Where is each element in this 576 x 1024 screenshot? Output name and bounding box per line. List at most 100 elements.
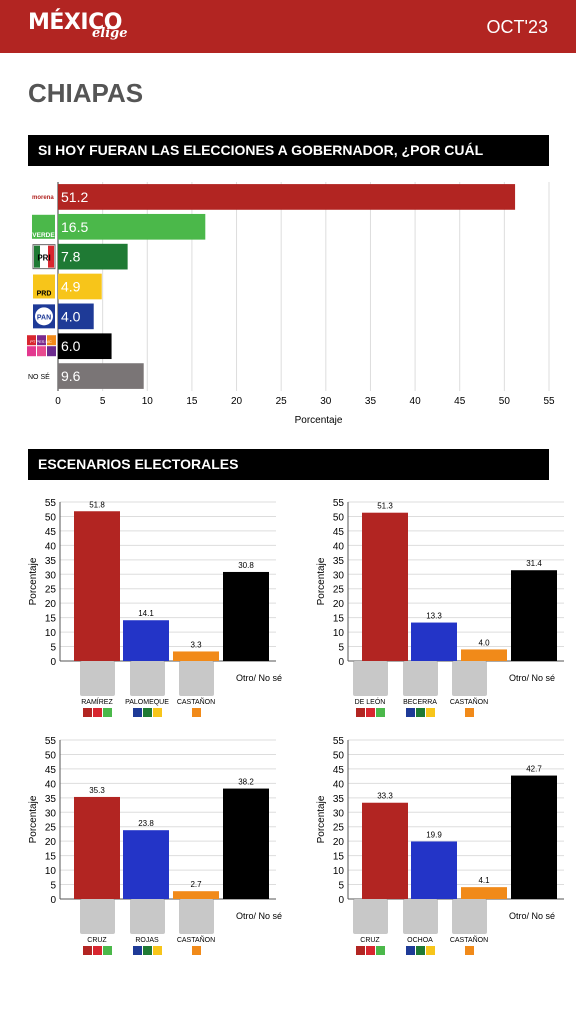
- y-tick-label: 20: [333, 599, 345, 610]
- x-tick-label: 55: [543, 396, 555, 407]
- candidate-name: CASTAÑON: [176, 937, 216, 944]
- y-tick-label: 45: [333, 527, 345, 538]
- candidate-name: PALOMEQUE: [125, 699, 169, 706]
- y-tick-label: 0: [50, 895, 56, 906]
- bar-value-label: 4.0: [61, 308, 81, 324]
- bar-value-label: 6.0: [61, 338, 81, 354]
- other-party-logo: [37, 346, 46, 357]
- bar: [223, 571, 269, 661]
- candidate-palomeque: PALOMEQUE: [124, 661, 170, 717]
- bar-value-label: 14.1: [138, 609, 154, 618]
- pri-logo-red: [48, 245, 54, 268]
- page-title: CHIAPAS: [28, 78, 144, 108]
- bar-value-label: 19.9: [426, 830, 442, 839]
- bar: [461, 887, 507, 899]
- x-tick-label: 40: [410, 396, 422, 407]
- candidate-photo: [79, 661, 115, 696]
- y-tick-label: 30: [45, 808, 57, 819]
- y-axis-label: Porcentaje: [316, 795, 327, 843]
- other-no-answer-label: Otro/ No sé: [236, 911, 283, 921]
- y-tick-label: 50: [333, 750, 345, 761]
- pri-logo-green: [34, 245, 40, 268]
- bar: [58, 333, 112, 360]
- candidate-name: ROJAS: [135, 937, 159, 944]
- candidate-cruz: CRUZ: [74, 899, 120, 955]
- y-tick-label: 35: [45, 794, 57, 805]
- y-tick-label: 10: [45, 628, 57, 639]
- y-tick-label: 20: [45, 837, 57, 848]
- candidate-photo: [451, 899, 487, 934]
- y-tick-label: 40: [45, 779, 57, 790]
- x-tick-label: 50: [499, 396, 511, 407]
- bar: [362, 802, 408, 899]
- coalition-logos-pan-pri-prd: [124, 946, 170, 955]
- mc-logo: [173, 708, 219, 717]
- section-title-governor-vote: SI HOY FUERAN LAS ELECCIONES A GOBERNADO…: [28, 135, 549, 189]
- mexico-elige-logo-sub: elige: [92, 26, 128, 41]
- y-tick-label: 50: [45, 750, 57, 761]
- y-tick-label: 55: [333, 736, 345, 747]
- bar: [362, 512, 408, 661]
- governor-vote-chart: 0 5 10 15 20 25 30 35 40 45 50 55 Porcentaje 51.2 more…: [27, 182, 555, 426]
- mc-logo: [446, 946, 492, 955]
- y-tick-label: 25: [333, 823, 345, 834]
- other-party-logo: [27, 346, 36, 357]
- candidate-photo: [178, 899, 214, 934]
- y-tick-label: 55: [45, 498, 57, 509]
- candidate-name: CASTAÑON: [449, 699, 489, 706]
- candidate-castanon: CASTAÑON: [173, 661, 219, 717]
- y-tick-label: 5: [338, 643, 344, 654]
- y-tick-label: 40: [333, 779, 345, 790]
- bar: [511, 775, 557, 899]
- candidate-name: DE LEÓN: [354, 699, 386, 706]
- bar: [173, 651, 219, 661]
- coalition-logos-pan-pri-prd: [397, 946, 443, 955]
- x-tick-label: 0: [55, 396, 61, 407]
- category-label: NO SÉ: [28, 372, 50, 381]
- candidate-name: CASTAÑON: [449, 937, 489, 944]
- bar-value-label: 3.3: [190, 640, 202, 649]
- scenario-chart-4: 0 5 10 15 20 25 30 35 40 45 50 55 Porcentaje 33.3 19.9…: [316, 736, 564, 906]
- y-tick-label: 55: [45, 736, 57, 747]
- y-tick-label: 5: [50, 643, 56, 654]
- other-no-answer-label: Otro/ No sé: [236, 673, 283, 683]
- y-tick-label: 10: [333, 628, 345, 639]
- bar-value-label: 35.3: [89, 786, 105, 795]
- candidate-name: CRUZ: [360, 937, 380, 944]
- candidate-becerra: BECERRA: [397, 661, 443, 717]
- bar: [58, 363, 144, 389]
- y-tick-label: 25: [333, 585, 345, 596]
- coalition-logos-morena-pt-verde: [347, 946, 393, 955]
- y-tick-label: 15: [45, 614, 57, 625]
- coalition-logos-morena-pt-verde: [347, 708, 393, 717]
- bar: [58, 303, 94, 330]
- bar: [58, 184, 516, 210]
- party-logos-label: PT PES MC: [30, 339, 52, 344]
- y-tick-label: 10: [45, 866, 57, 877]
- y-axis-label: Porcentaje: [316, 557, 327, 605]
- candidate-castanon: CASTAÑON: [446, 661, 492, 717]
- candidate-photo: [129, 899, 165, 934]
- mc-logo: [173, 946, 219, 955]
- candidate-photo: [402, 899, 438, 934]
- mc-logo: [446, 708, 492, 717]
- y-tick-label: 35: [333, 794, 345, 805]
- bar-value-label: 33.3: [377, 792, 393, 801]
- bar-value-label: 2.7: [190, 880, 202, 889]
- y-tick-label: 30: [333, 570, 345, 581]
- candidate-rojas: ROJAS: [124, 899, 170, 955]
- x-axis-label: Porcentaje: [295, 415, 343, 426]
- section-title-scenarios: ESCENARIOS ELECTORALES: [28, 449, 549, 480]
- y-tick-label: 35: [333, 556, 345, 567]
- y-tick-label: 15: [333, 852, 345, 863]
- bar: [223, 788, 269, 899]
- prd-logo-label: PRD: [37, 291, 52, 298]
- x-tick-label: 20: [231, 396, 243, 407]
- y-tick-label: 20: [45, 599, 57, 610]
- bar: [58, 273, 102, 300]
- y-tick-label: 5: [338, 881, 344, 892]
- y-tick-label: 30: [45, 570, 57, 581]
- bar-value-label: 7.8: [61, 249, 81, 265]
- scenario-chart-3: 0 5 10 15 20 25 30 35 40 45 50 55 Porcentaje 35.3 23.8…: [28, 736, 276, 906]
- survey-date: OCT'23: [486, 17, 548, 37]
